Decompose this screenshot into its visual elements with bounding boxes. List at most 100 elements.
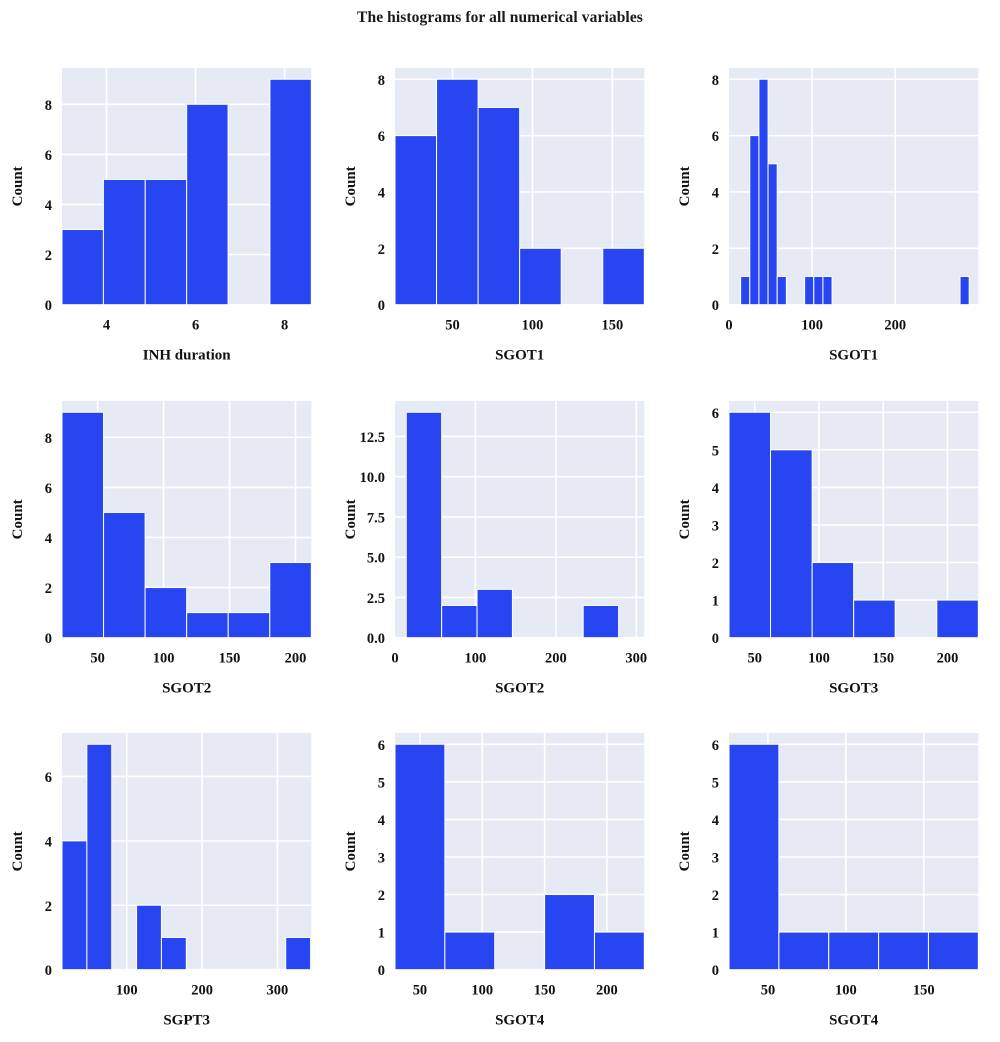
y-tick-label: 2.5 xyxy=(367,591,385,607)
y-tick-label: 12.5 xyxy=(360,430,385,446)
x-tick-label: 200 xyxy=(936,650,958,666)
y-tick-label: 6 xyxy=(711,738,718,754)
histogram-bar xyxy=(758,78,769,306)
subplot-grid: 0 2 4 6 8 4 6 8 INH duration Count 0 2 4 6 8 50 100 150 SG… xyxy=(0,44,1000,1042)
histogram-svg: 0 1 2 3 4 5 6 50 100 150 200 SGOT4 Count xyxy=(343,733,646,1029)
histogram-bar xyxy=(767,163,778,306)
histogram-bar xyxy=(61,229,104,306)
y-tick-label: 4 xyxy=(45,835,52,851)
histogram-bar xyxy=(144,178,188,306)
y-tick-label: 6 xyxy=(711,405,718,421)
x-axis-label: SGOT2 xyxy=(495,680,544,696)
y-tick-label: 3 xyxy=(711,851,718,867)
x-tick-label: 100 xyxy=(808,650,830,666)
x-axis-label: SGOT4 xyxy=(495,1013,545,1029)
y-tick-label: 6 xyxy=(45,770,52,786)
y-tick-label: 1 xyxy=(711,926,718,942)
histogram-bar xyxy=(406,411,443,638)
histogram-bar xyxy=(103,511,146,638)
x-tick-label: 50 xyxy=(747,650,761,666)
subplot-2-sgot1: 0 2 4 6 8 50 100 150 SGOT1 Count xyxy=(333,44,666,377)
x-tick-label: 50 xyxy=(90,650,104,666)
x-tick-label: 200 xyxy=(191,983,213,999)
x-tick-label: 8 xyxy=(281,318,288,334)
histogram-bar xyxy=(803,275,814,306)
y-tick-label: 5 xyxy=(378,776,385,792)
y-tick-label: 4 xyxy=(711,185,718,201)
y-axis-label: Count xyxy=(10,499,26,539)
y-tick-label: 4 xyxy=(378,813,385,829)
x-tick-label: 300 xyxy=(626,650,648,666)
histogram-bar xyxy=(748,135,760,306)
y-tick-label: 6 xyxy=(45,481,52,497)
histogram-bar xyxy=(269,78,312,306)
y-axis-label: Count xyxy=(677,166,693,206)
x-axis-label: SGOT2 xyxy=(162,680,211,696)
histogram-bar xyxy=(728,744,780,971)
x-tick-label: 150 xyxy=(872,650,894,666)
y-tick-label: 5 xyxy=(711,443,718,459)
x-axis-label: SGOT1 xyxy=(495,348,544,364)
histogram-bar xyxy=(739,275,750,306)
x-tick-label: 100 xyxy=(801,318,823,334)
subplot-3-sgot1: 0 2 4 6 8 0 100 200 SGOT1 Count xyxy=(667,44,1000,377)
y-tick-label: 1 xyxy=(378,926,385,942)
y-tick-label: 2 xyxy=(711,888,718,904)
y-axis-label: Count xyxy=(10,166,26,206)
y-tick-label: 1 xyxy=(711,593,718,609)
histogram-bar xyxy=(778,931,829,971)
histogram-svg: 0 2 4 6 8 50 100 150 SGOT1 Count xyxy=(343,67,646,364)
y-tick-label: 2 xyxy=(711,556,718,572)
histogram-bar xyxy=(86,744,113,971)
histogram-svg: 0.0 2.5 5.0 7.5 10.0 12.5 0 100 200 300 SGOT2 Count xyxy=(343,400,648,696)
y-tick-label: 0 xyxy=(711,298,718,314)
histogram-bar xyxy=(269,561,312,638)
y-tick-label: 6 xyxy=(378,738,385,754)
histogram-bar xyxy=(935,599,979,638)
histogram-bar xyxy=(136,905,162,971)
y-tick-label: 2 xyxy=(378,242,385,258)
histogram-bar xyxy=(811,561,854,638)
y-tick-label: 8 xyxy=(711,73,718,89)
bars xyxy=(394,744,646,971)
y-tick-label: 0 xyxy=(45,963,52,979)
x-tick-label: 150 xyxy=(913,983,935,999)
x-tick-label: 200 xyxy=(596,983,618,999)
histogram-svg: 0 2 4 6 100 200 300 SGPT3 Count xyxy=(10,733,312,1029)
y-tick-label: 4 xyxy=(378,185,385,201)
histogram-bar xyxy=(394,135,438,306)
y-tick-label: 0 xyxy=(378,298,385,314)
histogram-bar xyxy=(144,586,188,638)
y-tick-label: 0.0 xyxy=(367,631,385,647)
x-tick-label: 50 xyxy=(446,318,460,334)
histogram-bar xyxy=(877,931,929,971)
histogram-bar xyxy=(285,937,312,971)
histogram-bar xyxy=(583,604,620,638)
y-tick-label: 4 xyxy=(711,481,718,497)
histogram-bar xyxy=(444,931,496,971)
histogram-svg: 0 1 2 3 4 5 6 50 100 150 SGOT4 Count xyxy=(677,733,979,1029)
histogram-bar xyxy=(812,275,824,306)
histogram-bar xyxy=(102,178,146,306)
histogram-bar xyxy=(594,931,646,971)
x-tick-label: 6 xyxy=(192,318,199,334)
subplot-7-sgpt3: 0 2 4 6 100 200 300 SGPT3 Count xyxy=(0,709,333,1042)
x-tick-label: 50 xyxy=(413,983,427,999)
bars xyxy=(61,744,312,971)
histogram-bar xyxy=(827,931,879,971)
y-tick-label: 6 xyxy=(378,129,385,145)
y-tick-label: 10.0 xyxy=(360,470,385,486)
y-tick-label: 2 xyxy=(45,581,52,597)
histogram-svg: 0 1 2 3 4 5 6 50 100 150 200 SGOT3 Count xyxy=(677,400,979,696)
histogram-bar xyxy=(441,604,478,638)
histogram-svg: 0 2 4 6 8 0 100 200 SGOT1 Count xyxy=(677,67,978,364)
x-tick-label: 4 xyxy=(103,318,110,334)
x-tick-label: 300 xyxy=(267,983,289,999)
histogram-bar xyxy=(61,411,105,638)
y-tick-label: 0 xyxy=(45,298,52,314)
histogram-bar xyxy=(186,103,229,306)
histogram-bar xyxy=(769,448,813,638)
x-tick-label: 50 xyxy=(760,983,774,999)
y-tick-label: 6 xyxy=(45,148,52,164)
y-tick-label: 8 xyxy=(378,73,385,89)
